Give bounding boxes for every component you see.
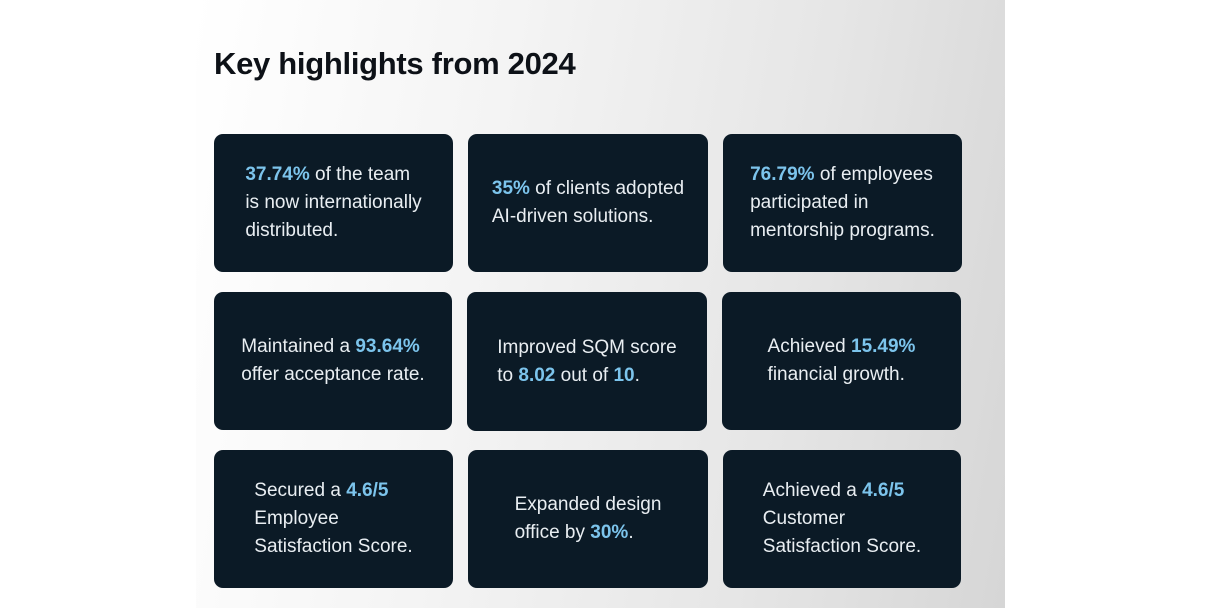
card-text-run: mentorship programs. <box>750 220 935 241</box>
card-text-run: is now internationally <box>245 192 422 213</box>
card-text: Improved SQM score to 8.02 out of 10. <box>497 334 677 390</box>
card-text-run: Employee <box>254 508 339 529</box>
highlight-value: 8.02 <box>518 364 556 386</box>
card-text: Maintained a 93.64% offer acceptance rate… <box>241 333 424 389</box>
card-text-line: distributed. <box>245 217 421 245</box>
card-text-run: Expanded design <box>514 494 662 515</box>
card-text-line: 35% of clients adopted <box>492 175 684 203</box>
card-text-run: Secured a <box>254 480 347 501</box>
card-text-run: distributed. <box>245 220 339 241</box>
card-text-line: Maintained a 93.64% <box>241 333 424 361</box>
card-text-run: Satisfaction Score. <box>254 536 413 557</box>
card-text-line: 76.79% of employees <box>750 161 935 189</box>
card-text-run: of the team <box>309 164 411 185</box>
card-text-line: to 8.02 out of 10. <box>497 362 677 390</box>
highlight-card-financial-growth: Achieved 15.49% financial growth. <box>722 292 961 430</box>
card-text-run: participated in <box>750 192 869 213</box>
card-text-run: of employees <box>814 164 933 185</box>
card-text-line: 37.74% of the team <box>245 161 421 189</box>
highlight-value: 37.74% <box>245 164 310 185</box>
highlight-card-mentorship: 76.79% of employees participated in mentor… <box>723 134 962 272</box>
card-text-run: Satisfaction Score. <box>762 536 922 557</box>
card-text: Achieved 15.49% financial growth. <box>768 333 916 389</box>
card-text-line: offer acceptance rate. <box>241 361 424 389</box>
card-text-line: Customer <box>763 505 921 533</box>
highlight-value: 4.6/5 <box>862 480 905 501</box>
card-text-run: Achieved a <box>762 480 863 501</box>
highlight-value: 30% <box>590 522 629 543</box>
highlight-card-sqm-score: Improved SQM score to 8.02 out of 10. <box>467 292 707 431</box>
highlight-card-employee-satisfaction: Secured a 4.6/5 Employee Satisfaction Scor… <box>214 450 453 588</box>
card-text-line: Secured a 4.6/5 <box>254 477 412 505</box>
highlight-value: 35% <box>491 178 530 199</box>
card-text: 37.74% of the team is now internationally… <box>245 161 421 245</box>
highlight-value: 15.49% <box>851 336 916 357</box>
highlight-value: 93.64% <box>355 336 420 357</box>
card-text-line: Satisfaction Score. <box>254 533 412 561</box>
highlight-card-ai-adoption: 35% of clients adopted AI-driven solution… <box>468 134 708 272</box>
card-text-run: to <box>497 364 519 386</box>
card-text-line: is now internationally <box>245 189 421 217</box>
card-text-line: Employee <box>254 505 412 533</box>
card-text: Secured a 4.6/5 Employee Satisfaction Scor… <box>254 477 412 561</box>
highlight-value: 4.6/5 <box>346 480 389 501</box>
highlight-card-customer-satisfaction: Achieved a 4.6/5 Customer Satisfaction Sco… <box>723 450 961 588</box>
card-text-line: mentorship programs. <box>750 217 935 245</box>
card-text-line: AI-driven solutions. <box>492 203 684 231</box>
highlight-card-design-office: Expanded design office by 30%. <box>468 450 708 588</box>
card-text: 35% of clients adopted AI-driven solution… <box>492 175 684 231</box>
card-text: 76.79% of employees participated in mentor… <box>750 161 935 245</box>
card-text-run: of clients adopted <box>529 178 685 199</box>
card-text-run: Maintained a <box>241 336 356 357</box>
highlight-card-team-distribution: 37.74% of the team is now internationally… <box>214 134 453 272</box>
card-text-run: Achieved <box>767 336 851 357</box>
card-text-line: Satisfaction Score. <box>763 533 921 561</box>
card-text-line: participated in <box>750 189 935 217</box>
card-text-run: Customer <box>762 508 846 529</box>
card-text-line: Expanded design <box>515 491 662 519</box>
card-text-run: Improved SQM score <box>497 336 677 358</box>
card-text-line: Improved SQM score <box>497 334 677 362</box>
card-text-line: Achieved 15.49% <box>768 333 916 361</box>
card-text-run: AI-driven solutions. <box>491 206 654 227</box>
card-text: Achieved a 4.6/5 Customer Satisfaction Sco… <box>763 477 921 561</box>
card-text-run: . <box>628 522 634 543</box>
card-text-run: . <box>634 364 640 386</box>
card-text: Expanded design office by 30%. <box>515 491 662 547</box>
highlight-value: 76.79% <box>750 164 815 185</box>
card-text-line: office by 30%. <box>515 519 662 547</box>
highlight-card-offer-acceptance: Maintained a 93.64% offer acceptance rate… <box>214 292 452 430</box>
card-text-run: out of <box>555 364 614 386</box>
card-text-line: Achieved a 4.6/5 <box>763 477 921 505</box>
card-text-line: financial growth. <box>768 361 916 389</box>
card-text-run: financial growth. <box>767 364 905 385</box>
card-text-run: offer acceptance rate. <box>241 364 425 385</box>
page-title: Key highlights from 2024 <box>214 46 576 81</box>
card-text-run: office by <box>514 522 591 543</box>
highlight-value: 10 <box>613 364 635 386</box>
